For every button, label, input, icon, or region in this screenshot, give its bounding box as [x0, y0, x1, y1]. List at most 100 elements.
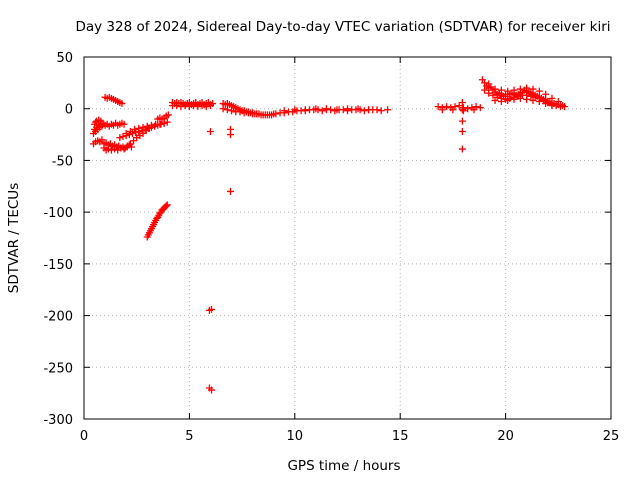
data-point	[333, 106, 341, 114]
data-point	[377, 107, 385, 115]
y-tick-label: -300	[43, 413, 73, 428]
data-point	[485, 84, 493, 92]
data-point	[434, 103, 442, 111]
data-point	[339, 106, 347, 114]
data-point	[208, 386, 216, 394]
data-point	[122, 130, 130, 138]
data-point	[139, 130, 147, 138]
data-point	[227, 131, 235, 139]
grid	[84, 57, 611, 419]
data-point	[98, 136, 106, 144]
data-point	[118, 100, 126, 108]
y-tick-label: -200	[43, 310, 73, 325]
data-point	[373, 106, 381, 114]
data-point	[491, 85, 499, 93]
x-tick-label: 25	[603, 429, 620, 444]
data-point	[458, 127, 466, 135]
data-points	[89, 76, 569, 394]
data-point	[202, 103, 210, 111]
data-point	[223, 106, 231, 114]
data-point	[131, 125, 139, 133]
data-point	[548, 102, 556, 110]
data-point	[548, 94, 556, 102]
data-point	[116, 134, 124, 142]
y-tick-label: -250	[43, 361, 73, 376]
data-point	[206, 102, 214, 110]
data-point	[464, 105, 472, 113]
data-point	[156, 120, 164, 128]
data-point	[535, 97, 543, 105]
data-point	[455, 102, 463, 110]
y-tick-label: -50	[52, 154, 73, 169]
data-point	[164, 111, 172, 119]
data-point	[301, 106, 309, 114]
data-point	[516, 94, 524, 102]
data-point	[119, 133, 127, 141]
data-point	[561, 103, 569, 111]
data-point	[143, 122, 151, 130]
data-point	[132, 129, 140, 137]
data-point	[163, 201, 171, 209]
data-point	[360, 107, 368, 115]
data-point	[98, 122, 106, 130]
data-point	[111, 145, 119, 153]
data-point	[147, 121, 155, 129]
data-point	[120, 120, 128, 128]
data-point	[542, 90, 550, 98]
data-point	[449, 106, 457, 114]
data-point	[476, 104, 484, 112]
data-point	[139, 123, 147, 131]
chart-title: Day 328 of 2024, Sidereal Day-to-day VTE…	[75, 19, 610, 35]
data-point	[318, 107, 326, 115]
data-point	[510, 95, 518, 103]
data-point	[438, 106, 446, 114]
data-point	[458, 106, 466, 114]
data-point	[253, 110, 261, 118]
data-point	[126, 140, 134, 148]
data-point	[481, 86, 489, 94]
x-tick-label: 15	[392, 429, 409, 444]
x-axis-label: GPS time / hours	[287, 458, 400, 474]
x-tick-label: 20	[497, 429, 514, 444]
data-point	[117, 144, 125, 152]
data-point	[510, 86, 518, 94]
data-point	[504, 87, 512, 95]
data-point	[327, 106, 335, 114]
y-tick-label: 50	[56, 51, 73, 66]
data-point	[458, 145, 466, 153]
data-point	[470, 106, 478, 114]
data-point	[459, 107, 467, 115]
x-tick-label: 10	[287, 429, 304, 444]
data-point	[97, 117, 105, 125]
data-point	[123, 143, 131, 151]
data-point	[523, 84, 531, 92]
data-point	[529, 96, 537, 104]
data-point	[219, 105, 227, 113]
plot-frame	[83, 56, 612, 420]
data-point	[291, 106, 299, 114]
data-point	[126, 127, 134, 135]
data-point	[208, 305, 216, 313]
y-axis-label: SDTVAR / TECUs	[6, 183, 22, 293]
data-point	[194, 103, 202, 111]
data-point	[344, 105, 351, 113]
data-point	[542, 100, 550, 108]
data-point	[529, 85, 537, 93]
x-tick-label: 0	[80, 429, 88, 444]
data-point	[125, 131, 133, 139]
data-point	[497, 97, 505, 105]
y-tick-label: -150	[43, 258, 73, 273]
data-point	[206, 127, 214, 135]
data-point	[135, 124, 143, 132]
data-point	[198, 102, 206, 110]
data-point	[535, 87, 543, 95]
data-point	[312, 105, 320, 113]
data-point	[527, 92, 535, 100]
data-point	[491, 96, 499, 104]
data-point	[322, 105, 330, 113]
data-point	[554, 97, 562, 105]
data-point	[185, 103, 193, 111]
data-point	[516, 85, 524, 93]
data-point	[181, 102, 189, 110]
